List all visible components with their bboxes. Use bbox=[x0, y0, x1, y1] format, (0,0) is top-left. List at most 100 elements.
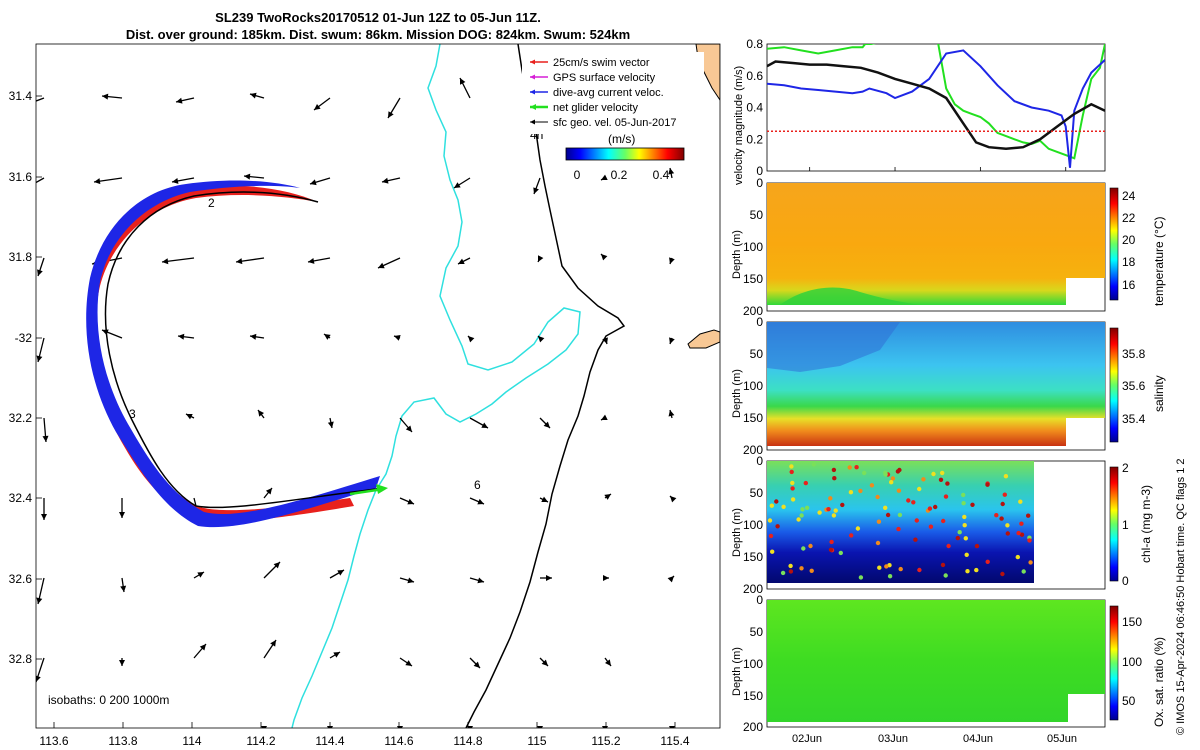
temperature-ytick-100: 100 bbox=[743, 240, 763, 254]
sfc-velocity-arrow bbox=[329, 569, 345, 579]
chla-cbtick-2: 2 bbox=[1122, 461, 1129, 475]
chla-spike bbox=[775, 524, 780, 529]
chla-spike bbox=[943, 494, 949, 499]
sfc-velocity-arrow bbox=[604, 493, 612, 500]
map-xtick-label: 114.4 bbox=[315, 734, 344, 748]
chla-spike bbox=[840, 502, 845, 508]
sfc-velocity-arrow bbox=[41, 498, 47, 520]
sfc-velocity-arrow bbox=[193, 571, 205, 579]
chla-spike bbox=[877, 565, 882, 570]
chla-spike bbox=[1005, 531, 1010, 536]
oxygen-ylabel: Depth (m) bbox=[731, 647, 743, 696]
chla-spike bbox=[985, 559, 990, 564]
sfc-velocity-arrow bbox=[467, 726, 473, 728]
map-ytick-label: 32.8 bbox=[9, 652, 33, 666]
sfc-velocity-arrow bbox=[469, 497, 485, 505]
map-ytick-label: 32.6 bbox=[9, 572, 33, 586]
oxygen-xtick-04jun: 04Jun bbox=[963, 733, 993, 745]
land-patch-rottnest bbox=[687, 329, 720, 349]
chla-spike bbox=[895, 469, 901, 474]
chla-spike bbox=[883, 505, 888, 510]
sfc-velocity-arrow bbox=[249, 333, 265, 340]
sfc-velocity-arrow bbox=[101, 93, 123, 100]
temperature-cblabel: temperature (°C) bbox=[1152, 217, 1166, 307]
chla-spike bbox=[855, 526, 861, 531]
chla-spike bbox=[1000, 501, 1005, 507]
temperature-ytick-150: 150 bbox=[743, 272, 763, 286]
chla-spikes bbox=[767, 462, 1033, 580]
chla-spike bbox=[799, 566, 804, 571]
sfc-velocity-arrow bbox=[602, 726, 608, 728]
legend-label-net: net glider velocity bbox=[553, 102, 638, 114]
chla-spike bbox=[1000, 571, 1005, 577]
chla-spike bbox=[964, 552, 969, 557]
map-legend: 25cm/s swim vector GPS surface velocity … bbox=[522, 52, 704, 134]
sfc-velocity-arrow bbox=[120, 577, 127, 593]
salinity-fresh-patch bbox=[767, 322, 900, 372]
chla-spike bbox=[928, 524, 934, 529]
chla-spike bbox=[1018, 499, 1023, 504]
sfc-velocity-arrow bbox=[600, 253, 608, 261]
sfc-velocity-arrow bbox=[36, 337, 45, 363]
chla-ytick-0: 0 bbox=[756, 454, 763, 468]
sfc-velocity-arrow bbox=[381, 177, 401, 184]
chla-spike bbox=[811, 462, 816, 467]
sfc-velocity-arrow bbox=[669, 337, 675, 345]
chla-spike bbox=[780, 570, 786, 576]
sfc-velocity-arrow bbox=[540, 575, 552, 581]
sfc-velocity-arrow bbox=[36, 97, 45, 102]
map-ytick-label: 31.4 bbox=[9, 89, 33, 103]
map-y-ticks: 31.4 31.6 31.8 -32 32.2 32.4 32.6 32.8 bbox=[9, 89, 42, 666]
sfc-velocity-arrow bbox=[669, 257, 675, 265]
chla-spike bbox=[887, 574, 893, 579]
day-label-3: 3 bbox=[129, 407, 136, 421]
chla-spike bbox=[1027, 538, 1032, 543]
legend-item-sfc: sfc geo. vel. 05-Jun-2017 bbox=[530, 117, 677, 129]
sfc-velocity-arrow bbox=[263, 487, 273, 499]
salinity-cbtick-35.6: 35.6 bbox=[1122, 379, 1146, 393]
velocity-ylabel: velocity magnitude (m/s) bbox=[733, 66, 745, 185]
sfc-velocity-arrow bbox=[533, 177, 541, 195]
chla-spike bbox=[796, 517, 801, 522]
chla-cbtick-0: 0 bbox=[1122, 574, 1129, 588]
chla-spike bbox=[898, 566, 903, 572]
salinity-ytick-200: 200 bbox=[743, 443, 763, 457]
sfc-velocity-arrow bbox=[537, 726, 543, 728]
oxygen-panel: 0 50 100 150 200 Depth (m) 150 100 50 Ox… bbox=[731, 593, 1166, 745]
map-xtick-label: 115.2 bbox=[591, 734, 620, 748]
chla-spike bbox=[965, 569, 970, 574]
temperature-cbtick-24: 24 bbox=[1122, 189, 1136, 203]
sfc-velocity-arrow bbox=[668, 167, 675, 179]
chla-ytick-200: 200 bbox=[743, 582, 763, 596]
velocity-panel: 0 0.2 0.4 0.6 0.8 velocity magnitude (m/s) bbox=[733, 37, 1106, 185]
map-ytick-label: -32 bbox=[15, 331, 33, 345]
sfc-velocity-arrow bbox=[459, 77, 471, 99]
oxygen-xtick-02jun: 02Jun bbox=[792, 733, 822, 745]
oxygen-field bbox=[767, 600, 1105, 722]
day-label-2: 2 bbox=[208, 196, 215, 210]
legend-item-net: net glider velocity bbox=[530, 102, 638, 114]
oxygen-cblabel: Ox. sat. ratio (%) bbox=[1152, 637, 1166, 727]
chla-spike bbox=[962, 523, 967, 528]
sfc-velocity-arrow bbox=[177, 333, 195, 340]
chla-spike bbox=[957, 530, 962, 535]
chla-spike bbox=[945, 481, 950, 486]
velocity-axes bbox=[766, 43, 1106, 172]
sfc-velocity-arrow bbox=[261, 726, 267, 728]
map-frame bbox=[36, 44, 720, 728]
chla-spike bbox=[828, 496, 833, 501]
sfc-velocity-arrow bbox=[469, 657, 481, 669]
sfc-velocity-arrow bbox=[603, 575, 609, 581]
chla-spike bbox=[790, 480, 795, 486]
map-xtick-label: 114.6 bbox=[384, 734, 413, 748]
sfc-velocity-arrow bbox=[313, 97, 331, 111]
chla-spike bbox=[962, 514, 967, 520]
map-xtick-label: 114.2 bbox=[246, 734, 275, 748]
oxygen-ytick-100: 100 bbox=[743, 657, 763, 671]
oxygen-xtick-05jun: 05Jun bbox=[1047, 733, 1077, 745]
chla-spike bbox=[941, 518, 946, 524]
chla-spike bbox=[890, 476, 896, 481]
chla-spike bbox=[913, 537, 918, 542]
temperature-cbtick-16: 16 bbox=[1122, 278, 1136, 292]
sfc-velocity-arrow bbox=[600, 414, 608, 421]
